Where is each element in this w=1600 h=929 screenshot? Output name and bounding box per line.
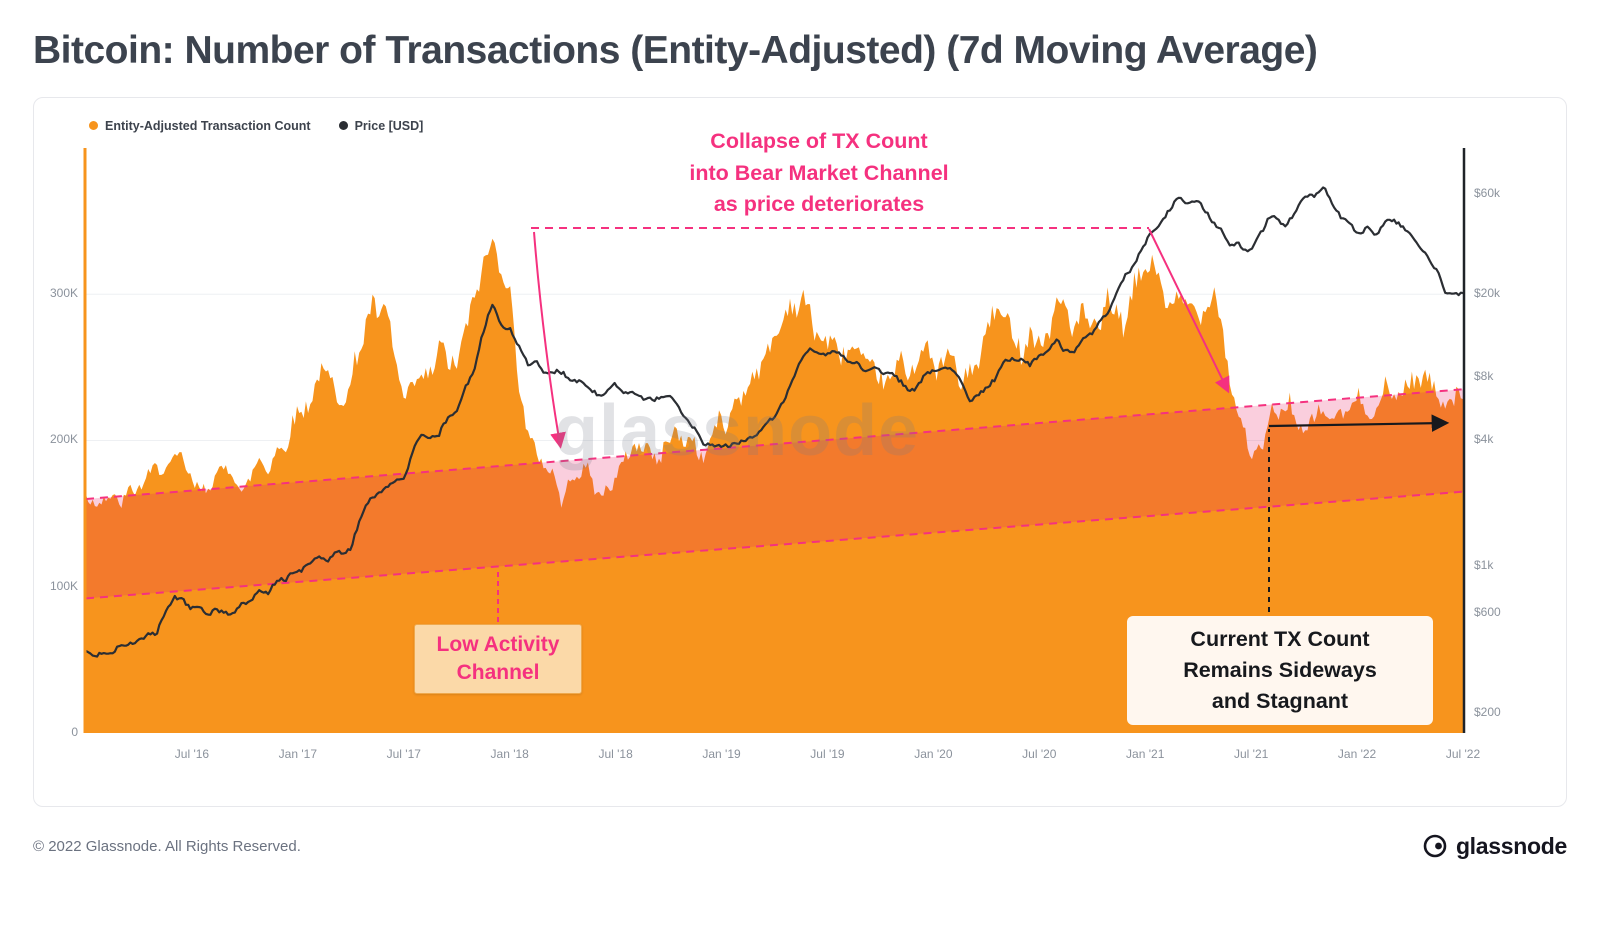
legend-item-price[interactable]: Price [USD]	[338, 118, 424, 133]
page: Bitcoin: Number of Transactions (Entity-…	[0, 28, 1600, 860]
chart-plot[interactable]	[34, 98, 1568, 808]
annotation-current-tx-count: Current TX Count Remains Sideways and St…	[1127, 615, 1433, 726]
legend-label-price: Price [USD]	[354, 118, 424, 133]
legend-dot-price-icon	[338, 121, 348, 131]
annotation-collapse-of-tx-count: Collapse of TX Count into Bear Market Ch…	[689, 128, 949, 217]
legend-label-tx: Entity-Adjusted Transaction Count	[105, 118, 311, 133]
glassnode-logo[interactable]: glassnode	[1422, 833, 1567, 860]
chart-card: Entity-Adjusted Transaction Count Price …	[33, 96, 1568, 808]
collapse-arrow-left	[533, 231, 566, 449]
channel-upper-line	[85, 388, 1464, 500]
glassnode-logo-icon	[1423, 834, 1447, 858]
annotation-arrows	[497, 226, 1450, 622]
collapse-arrow-right	[1148, 228, 1230, 394]
page-title: Bitcoin: Number of Transactions (Entity-…	[33, 29, 1318, 72]
annotation-low-activity-channel: Low Activity Channel	[414, 623, 582, 695]
legend-item-transaction-count[interactable]: Entity-Adjusted Transaction Count	[89, 119, 311, 133]
series-layer	[83, 147, 1466, 733]
glassnode-logo-text: glassnode	[1455, 832, 1567, 859]
low-activity-channel-band	[86, 389, 1463, 599]
copyright: © 2022 Glassnode. All Rights Reserved.	[33, 837, 301, 855]
channel-lower-line	[85, 490, 1464, 600]
current-tx-arrow	[1268, 414, 1450, 432]
price-line	[85, 186, 1464, 658]
legend-dot-tx-icon	[89, 121, 98, 131]
chart-legend: Entity-Adjusted Transaction Count Price …	[89, 119, 423, 133]
tx-count-area	[86, 238, 1463, 733]
footer: © 2022 Glassnode. All Rights Reserved. g…	[33, 833, 1567, 860]
